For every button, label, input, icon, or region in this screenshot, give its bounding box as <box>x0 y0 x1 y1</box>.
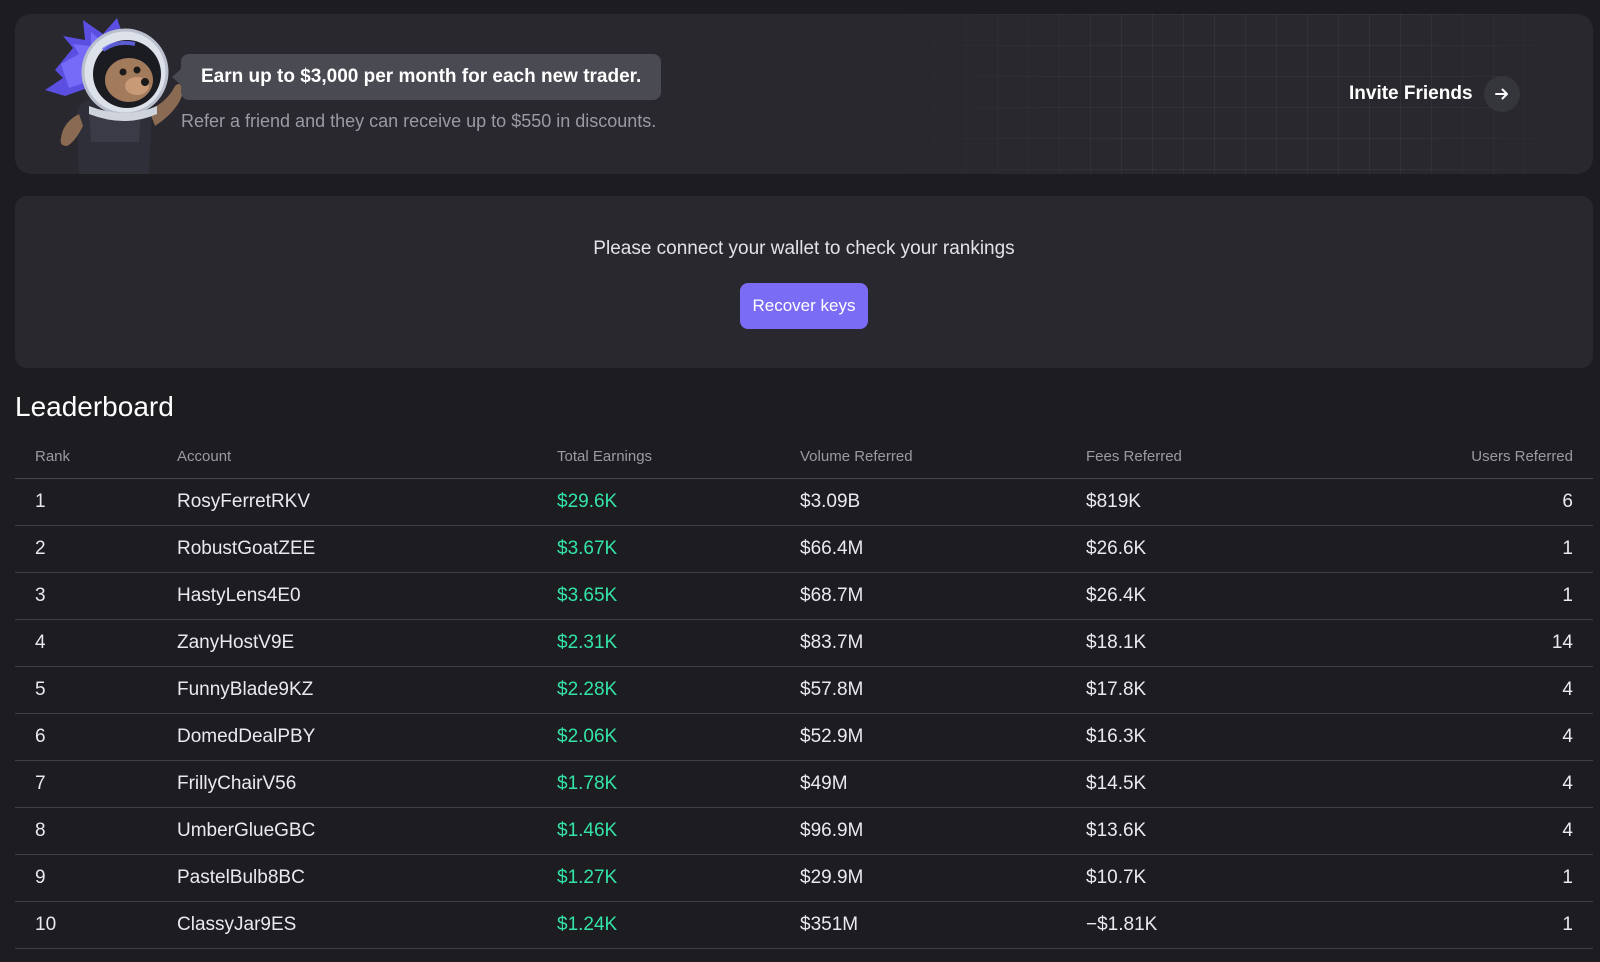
astronaut-hedgehog-mascot-icon <box>45 18 183 174</box>
users-cell: 1 <box>1393 854 1593 902</box>
volume-cell: $3.09B <box>800 478 1086 526</box>
recover-keys-button[interactable]: Recover keys <box>740 283 868 329</box>
table-row[interactable]: 9 PastelBulb8BC $1.27K $29.9M $10.7K 1 <box>15 854 1593 902</box>
earnings-cell: $2.31K <box>557 619 800 667</box>
earnings-cell: $2.06K <box>557 713 800 761</box>
fees-cell: −$1.81K <box>1086 901 1393 949</box>
users-cell: 14 <box>1393 619 1593 667</box>
volume-cell: $52.9M <box>800 713 1086 761</box>
fees-cell: $10.7K <box>1086 854 1393 902</box>
account-cell: ZanyHostV9E <box>177 619 557 667</box>
rank-cell: 2 <box>15 525 177 573</box>
users-cell: 4 <box>1393 807 1593 855</box>
wallet-connect-card: Please connect your wallet to check your… <box>15 196 1593 368</box>
users-cell: 4 <box>1393 713 1593 761</box>
earnings-cell: $3.65K <box>557 572 800 620</box>
fees-cell: $26.6K <box>1086 525 1393 573</box>
table-row[interactable]: 8 UmberGlueGBC $1.46K $96.9M $13.6K 4 <box>15 807 1593 855</box>
earnings-cell: $1.46K <box>557 807 800 855</box>
earnings-cell: $1.27K <box>557 854 800 902</box>
volume-cell: $96.9M <box>800 807 1086 855</box>
rank-cell: 10 <box>15 901 177 949</box>
fees-cell: $17.8K <box>1086 666 1393 714</box>
fees-cell: $26.4K <box>1086 572 1393 620</box>
volume-cell: $49M <box>800 760 1086 808</box>
column-header-total-earnings[interactable]: Total Earnings <box>557 434 800 479</box>
volume-cell: $29.9M <box>800 854 1086 902</box>
volume-cell: $351M <box>800 901 1086 949</box>
banner-subtext: Refer a friend and they can receive up t… <box>181 111 657 131</box>
table-row[interactable]: 5 FunnyBlade9KZ $2.28K $57.8M $17.8K 4 <box>15 666 1593 714</box>
volume-cell: $68.7M <box>800 572 1086 620</box>
fees-cell: $18.1K <box>1086 619 1393 667</box>
column-header-rank[interactable]: Rank <box>15 434 177 479</box>
table-header-row: Rank Account Total Earnings Volume Refer… <box>15 434 1593 479</box>
column-header-account[interactable]: Account <box>177 434 557 479</box>
wallet-message: Please connect your wallet to check your… <box>593 238 1015 259</box>
account-cell: DomedDealPBY <box>177 713 557 761</box>
table-row[interactable]: 10 ClassyJar9ES $1.24K $351M −$1.81K 1 <box>15 901 1593 949</box>
account-cell: UmberGlueGBC <box>177 807 557 855</box>
leaderboard-title: Leaderboard <box>15 391 174 422</box>
users-cell: 4 <box>1393 666 1593 714</box>
column-header-users-referred[interactable]: Users Referred <box>1393 434 1593 479</box>
account-cell: FrillyChairV56 <box>177 760 557 808</box>
earnings-cell: $1.24K <box>557 901 800 949</box>
column-header-fees-referred[interactable]: Fees Referred <box>1086 434 1393 479</box>
referral-banner: Earn up to $3,000 per month for each new… <box>15 14 1593 174</box>
volume-cell: $66.4M <box>800 525 1086 573</box>
speech-bubble: Earn up to $3,000 per month for each new… <box>171 54 662 100</box>
table-row[interactable]: 7 FrillyChairV56 $1.78K $49M $14.5K 4 <box>15 760 1593 808</box>
rank-cell: 9 <box>15 854 177 902</box>
arrow-right-icon[interactable] <box>1483 76 1520 112</box>
table-row[interactable]: 3 HastyLens4E0 $3.65K $68.7M $26.4K 1 <box>15 572 1593 620</box>
banner-headline: Earn up to $3,000 per month for each new… <box>201 66 642 87</box>
account-cell: ClassyJar9ES <box>177 901 557 949</box>
earnings-cell: $2.28K <box>557 666 800 714</box>
column-header-volume-referred[interactable]: Volume Referred <box>800 434 1086 479</box>
users-cell: 6 <box>1393 478 1593 526</box>
volume-cell: $83.7M <box>800 619 1086 667</box>
earnings-cell: $29.6K <box>557 478 800 526</box>
invite-friends-label: Invite Friends <box>1349 83 1473 104</box>
table-row[interactable]: 4 ZanyHostV9E $2.31K $83.7M $18.1K 14 <box>15 619 1593 667</box>
rank-cell: 4 <box>15 619 177 667</box>
rank-cell: 1 <box>15 478 177 526</box>
users-cell: 1 <box>1393 572 1593 620</box>
fees-cell: $14.5K <box>1086 760 1393 808</box>
banner-grid-decoration <box>873 14 1593 174</box>
leaderboard-table: Rank Account Total Earnings Volume Refer… <box>15 434 1593 949</box>
fees-cell: $13.6K <box>1086 807 1393 855</box>
fees-cell: $16.3K <box>1086 713 1393 761</box>
rank-cell: 8 <box>15 807 177 855</box>
account-cell: RosyFerretRKV <box>177 478 557 526</box>
rank-cell: 6 <box>15 713 177 761</box>
invite-friends-button[interactable]: Invite Friends <box>1349 76 1520 112</box>
earnings-cell: $1.78K <box>557 760 800 808</box>
fees-cell: $819K <box>1086 478 1393 526</box>
users-cell: 1 <box>1393 901 1593 949</box>
account-cell: PastelBulb8BC <box>177 854 557 902</box>
account-cell: RobustGoatZEE <box>177 525 557 573</box>
account-cell: HastyLens4E0 <box>177 572 557 620</box>
account-cell: FunnyBlade9KZ <box>177 666 557 714</box>
table-row[interactable]: 6 DomedDealPBY $2.06K $52.9M $16.3K 4 <box>15 713 1593 761</box>
volume-cell: $57.8M <box>800 666 1086 714</box>
rank-cell: 5 <box>15 666 177 714</box>
users-cell: 1 <box>1393 525 1593 573</box>
earnings-cell: $3.67K <box>557 525 800 573</box>
rank-cell: 3 <box>15 572 177 620</box>
users-cell: 4 <box>1393 760 1593 808</box>
table-row[interactable]: 2 RobustGoatZEE $3.67K $66.4M $26.6K 1 <box>15 525 1593 573</box>
rank-cell: 7 <box>15 760 177 808</box>
table-row[interactable]: 1 RosyFerretRKV $29.6K $3.09B $819K 6 <box>15 478 1593 526</box>
